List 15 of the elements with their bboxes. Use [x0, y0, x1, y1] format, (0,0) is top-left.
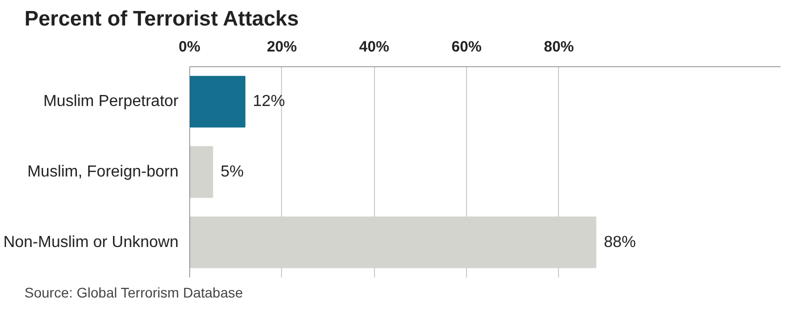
source-note: Source: Global Terrorism Database	[24, 284, 244, 300]
x-tick-label: 80%	[544, 38, 574, 56]
bar	[190, 76, 246, 128]
x-tick-label: 40%	[359, 38, 390, 56]
data-label: 12%	[252, 93, 285, 110]
y-tick-label: Muslim, Foreign-born	[27, 164, 178, 180]
y-tick-label: Muslim Perpetrator	[43, 93, 180, 110]
data-label: 5%	[220, 164, 244, 180]
data-label: 88%	[604, 234, 636, 251]
x-tick-label: 60%	[452, 38, 482, 56]
bar	[190, 146, 214, 198]
chart-title: Percent of Terrorist Attacks	[24, 8, 299, 30]
x-tick-label: 20%	[266, 38, 297, 56]
y-tick-label: Non-Muslim or Unknown	[3, 234, 179, 251]
x-tick-label: 0%	[178, 38, 200, 56]
